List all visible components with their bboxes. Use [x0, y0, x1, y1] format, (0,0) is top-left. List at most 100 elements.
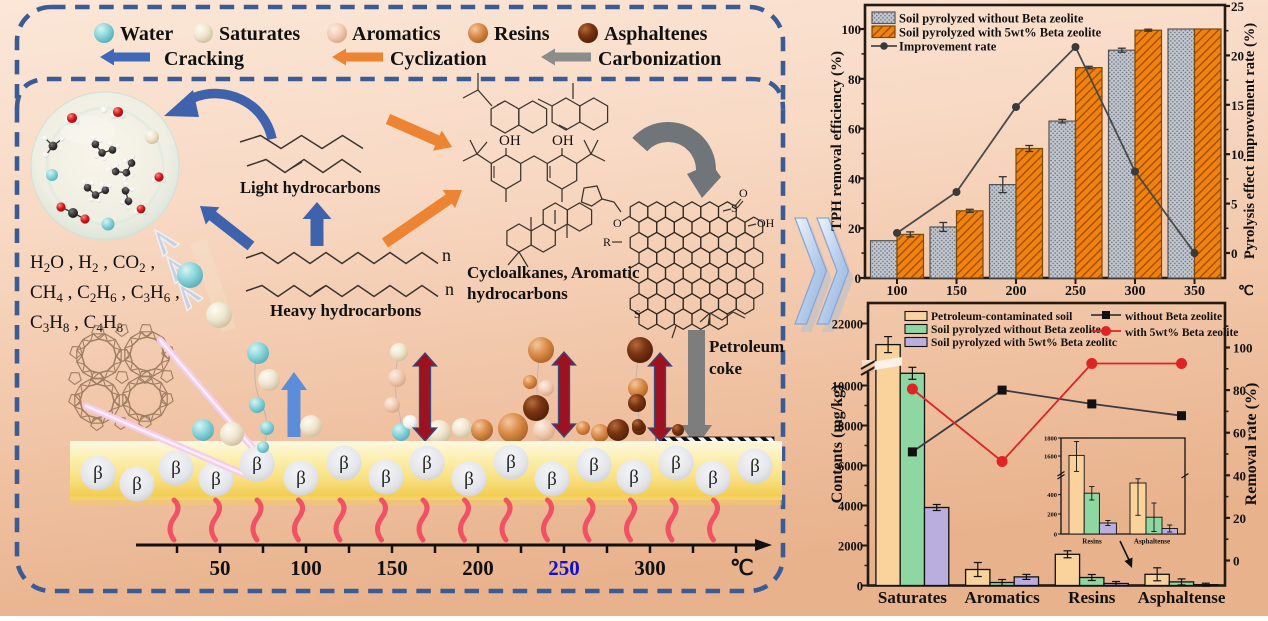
svg-text:CH4 , C2H6 , C3H6 ,: CH4 , C2H6 , C3H6 ,: [30, 282, 180, 305]
svg-text:250: 250: [1065, 284, 1086, 299]
svg-text:coke: coke: [709, 359, 743, 378]
svg-text:15: 15: [1231, 98, 1245, 113]
svg-text:40: 40: [848, 171, 861, 186]
svg-text:25: 25: [1231, 0, 1245, 14]
svg-text:6000: 6000: [838, 460, 863, 474]
svg-text:hydrocarbons: hydrocarbons: [467, 284, 568, 303]
svg-text:100: 100: [1233, 341, 1253, 356]
svg-text:β: β: [750, 456, 760, 477]
svg-text:Water: Water: [120, 23, 173, 45]
svg-text:100: 100: [887, 284, 908, 299]
svg-text:OH: OH: [499, 133, 521, 149]
svg-text:Soil pyrolyzed without Beta ze: Soil pyrolyzed without Beta zeolite: [931, 324, 1101, 336]
svg-text:S: S: [634, 307, 641, 321]
svg-text:Cycloalkanes, Aromatic: Cycloalkanes, Aromatic: [467, 263, 640, 282]
svg-text:β: β: [589, 455, 599, 476]
svg-text:5: 5: [1231, 197, 1238, 212]
svg-text:O: O: [613, 216, 622, 230]
svg-text:Soil pyrolyzed with 5wt% Beta: Soil pyrolyzed with 5wt% Beta zeolitc: [931, 337, 1117, 349]
svg-text:Aromatics: Aromatics: [964, 588, 1040, 607]
svg-text:150: 150: [376, 556, 408, 580]
svg-text:Resins: Resins: [494, 23, 550, 45]
svg-text:Improvement rate: Improvement rate: [899, 40, 997, 54]
svg-text:20: 20: [1233, 511, 1246, 526]
svg-text:10: 10: [1231, 147, 1244, 162]
svg-text:Contents (mg/kg): Contents (mg/kg): [829, 385, 846, 504]
svg-text:0: 0: [857, 580, 863, 594]
svg-text:60: 60: [848, 122, 861, 137]
svg-text:100: 100: [842, 22, 862, 37]
svg-text:60: 60: [1233, 426, 1246, 441]
svg-text:1600: 1600: [1044, 454, 1057, 461]
svg-text:40: 40: [1233, 468, 1246, 483]
svg-text:Saturates: Saturates: [219, 23, 300, 45]
svg-text:Heavy hydrocarbons: Heavy hydrocarbons: [270, 301, 422, 320]
svg-text:Saturates: Saturates: [878, 588, 947, 607]
svg-text:80: 80: [848, 72, 861, 87]
svg-text:with 5wt% Beta zeolite: with 5wt% Beta zeolite: [1125, 327, 1238, 339]
svg-text:R: R: [603, 235, 611, 249]
svg-text:n: n: [445, 279, 454, 299]
svg-text:β: β: [93, 463, 103, 484]
svg-text:Soil pyrolyzed with 5wt% Beta: Soil pyrolyzed with 5wt% Beta zeolite: [899, 26, 1102, 40]
svg-text:β: β: [464, 469, 474, 490]
svg-text:℃: ℃: [1238, 284, 1254, 299]
svg-text:150: 150: [946, 284, 967, 299]
svg-text:β: β: [381, 467, 391, 488]
svg-text:400: 400: [1047, 492, 1057, 499]
svg-text:100: 100: [290, 556, 322, 580]
svg-text:0: 0: [1231, 246, 1238, 261]
svg-text:Resins: Resins: [1082, 538, 1102, 546]
svg-text:β: β: [211, 469, 221, 490]
svg-text:Soil pyrolyzed without Beta ze: Soil pyrolyzed without Beta zeolite: [899, 12, 1084, 26]
svg-text:Petroleum: Petroleum: [709, 337, 784, 356]
svg-text:H2O , H2 , CO2 ,: H2O , H2 , CO2 ,: [30, 252, 155, 275]
svg-text:Pyrolysis effect improvement r: Pyrolysis effect improvement rate (%): [1242, 23, 1258, 259]
svg-text:200: 200: [1047, 512, 1057, 519]
svg-text:20: 20: [848, 221, 861, 236]
svg-text:0: 0: [1054, 532, 1057, 539]
svg-text:S: S: [731, 201, 738, 215]
svg-text:OH: OH: [552, 133, 574, 149]
svg-text:β: β: [132, 474, 142, 495]
svg-text:Petroleum-contaminated soil: Petroleum-contaminated soil: [931, 311, 1072, 323]
svg-text:β: β: [629, 467, 639, 488]
svg-text:OH: OH: [757, 216, 775, 230]
svg-text:0: 0: [855, 271, 862, 286]
svg-text:Asphaltense: Asphaltense: [1138, 588, 1226, 607]
svg-text:℃: ℃: [730, 556, 754, 580]
svg-text:β: β: [506, 452, 516, 473]
svg-text:β: β: [252, 454, 262, 475]
svg-text:Aromatics: Aromatics: [352, 23, 441, 45]
svg-text:4000: 4000: [838, 500, 863, 514]
svg-text:β: β: [339, 453, 349, 474]
svg-text:Removal rate (%): Removal rate (%): [1243, 383, 1260, 506]
svg-text:Cracking: Cracking: [164, 48, 244, 70]
svg-text:80: 80: [1233, 383, 1246, 398]
svg-text:n: n: [442, 245, 451, 265]
svg-text:Cyclization: Cyclization: [390, 48, 487, 70]
svg-text:300: 300: [634, 556, 666, 580]
svg-text:Light hydrocarbons: Light hydrocarbons: [240, 178, 381, 197]
svg-text:β: β: [671, 453, 681, 474]
svg-text:Asphaltense: Asphaltense: [1134, 538, 1170, 546]
svg-text:O: O: [739, 186, 748, 200]
svg-text:250: 250: [548, 556, 580, 580]
svg-text:β: β: [708, 468, 718, 489]
svg-text:0: 0: [1233, 554, 1240, 569]
svg-text:without Beta zeolite: without Beta zeolite: [1125, 311, 1222, 323]
svg-text:TPH removal efficiency (%): TPH removal efficiency (%): [829, 51, 845, 231]
svg-text:β: β: [296, 468, 306, 489]
svg-text:β: β: [171, 458, 181, 479]
svg-text:1800: 1800: [1044, 436, 1057, 443]
svg-text:200: 200: [1006, 284, 1027, 299]
svg-text:β: β: [422, 453, 432, 474]
svg-text:22000: 22000: [832, 318, 863, 332]
svg-text:200: 200: [462, 556, 494, 580]
svg-text:20: 20: [1231, 48, 1244, 63]
svg-text:300: 300: [1125, 284, 1146, 299]
svg-text:10000: 10000: [832, 380, 863, 394]
svg-text:8000: 8000: [838, 420, 863, 434]
svg-text:Resins: Resins: [1068, 588, 1116, 607]
svg-text:350: 350: [1184, 284, 1205, 299]
